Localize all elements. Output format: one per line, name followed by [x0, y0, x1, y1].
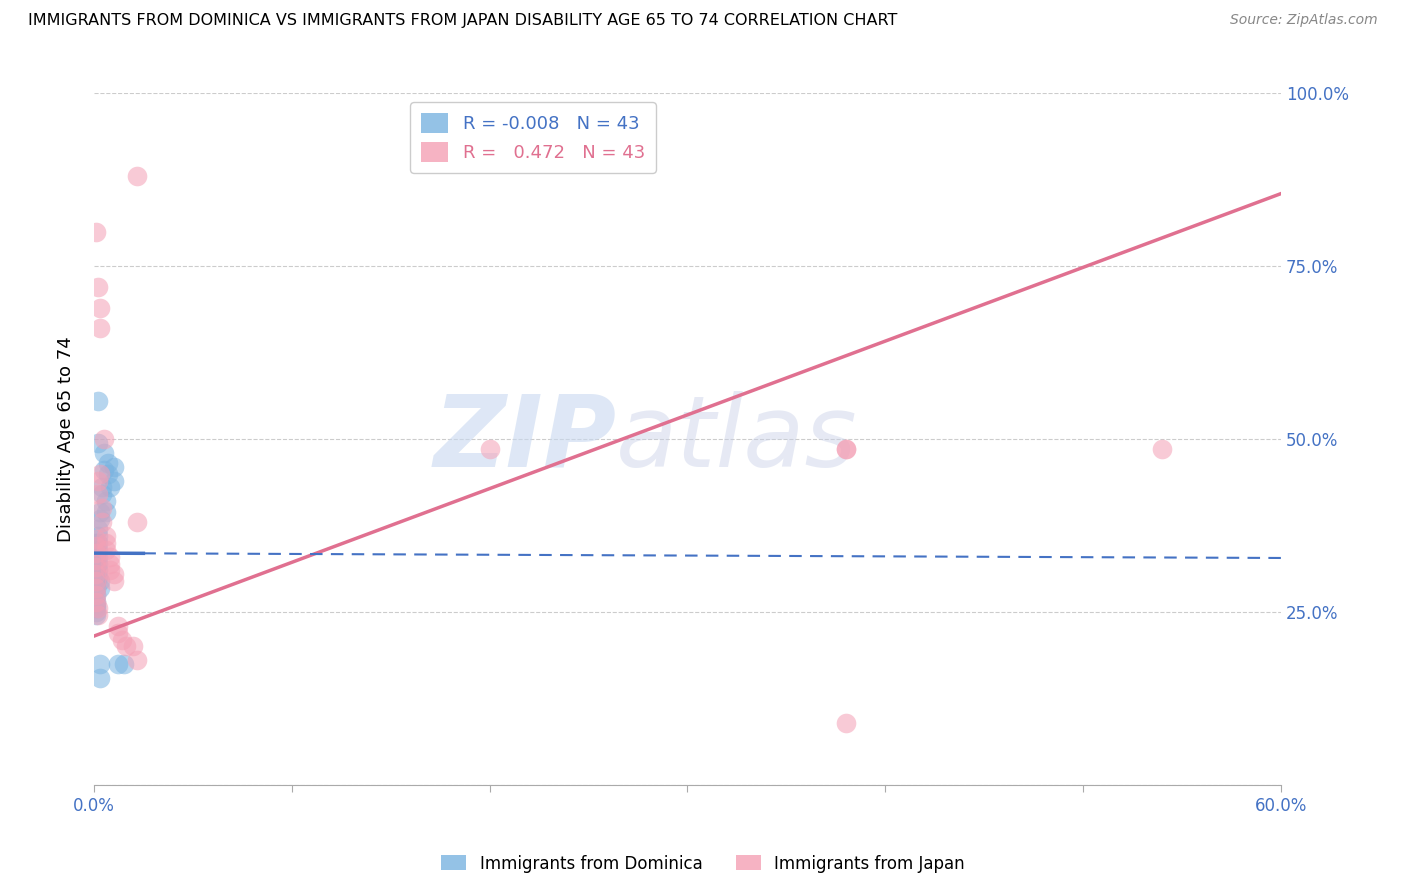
Point [93, 446, 115, 460]
Text: Source: ZipAtlas.com: Source: ZipAtlas.com [1230, 13, 1378, 28]
Point [84, 605, 107, 619]
Point [122, 640, 145, 654]
Point [107, 618, 129, 632]
Point [84, 539, 107, 553]
Point [87, 608, 110, 623]
Point [84, 533, 107, 547]
Point [84, 608, 107, 623]
Point [84, 574, 107, 588]
Point [87, 474, 110, 488]
Point [98, 480, 121, 494]
Point [84, 553, 107, 567]
Point [98, 557, 121, 571]
Point [97, 467, 120, 481]
Point [90, 501, 112, 516]
Point [84, 560, 107, 574]
Point [84, 581, 107, 595]
Point [84, 588, 107, 602]
Point [87, 394, 110, 409]
Point [84, 566, 107, 581]
Point [84, 566, 107, 581]
Point [111, 632, 134, 647]
Point [478, 442, 501, 457]
Point [84, 535, 107, 549]
Point [87, 542, 110, 557]
Point [89, 657, 111, 671]
Point [1152, 442, 1174, 457]
Point [89, 511, 111, 525]
Point [89, 301, 111, 315]
Point [103, 474, 125, 488]
Point [84, 542, 107, 557]
Point [84, 225, 107, 239]
Point [84, 546, 107, 560]
Point [835, 715, 858, 730]
Point [93, 432, 115, 446]
Point [84, 549, 107, 564]
Point [84, 594, 107, 608]
Point [87, 522, 110, 536]
Point [84, 601, 107, 615]
Point [87, 280, 110, 294]
Point [87, 535, 110, 549]
Point [84, 588, 107, 602]
Point [103, 574, 125, 588]
Point [94, 529, 117, 543]
Point [87, 487, 110, 501]
Text: atlas: atlas [616, 391, 858, 488]
Point [103, 459, 125, 474]
Point [127, 515, 149, 529]
Point [87, 549, 110, 564]
Point [127, 653, 149, 667]
Point [98, 563, 121, 577]
Point [94, 535, 117, 549]
Point [87, 601, 110, 615]
Point [89, 505, 111, 519]
Point [97, 456, 120, 470]
Y-axis label: Disability Age 65 to 74: Disability Age 65 to 74 [58, 336, 75, 542]
Text: IMMIGRANTS FROM DOMINICA VS IMMIGRANTS FROM JAPAN DISABILITY AGE 65 TO 74 CORREL: IMMIGRANTS FROM DOMINICA VS IMMIGRANTS F… [28, 13, 897, 29]
Point [89, 321, 111, 335]
Point [89, 671, 111, 685]
Point [84, 594, 107, 608]
Point [84, 557, 107, 571]
Point [107, 657, 129, 671]
Point [87, 563, 110, 577]
Point [835, 442, 858, 457]
Point [84, 560, 107, 574]
Text: ZIP: ZIP [433, 391, 616, 488]
Point [127, 169, 149, 184]
Legend: Immigrants from Dominica, Immigrants from Japan: Immigrants from Dominica, Immigrants fro… [434, 848, 972, 880]
Legend: R = -0.008   N = 43, R =   0.472   N = 43: R = -0.008 N = 43, R = 0.472 N = 43 [411, 103, 655, 173]
Point [89, 581, 111, 595]
Point [87, 570, 110, 584]
Point [107, 625, 129, 640]
Point [94, 542, 117, 557]
Point [90, 480, 112, 494]
Point [87, 529, 110, 543]
Point [87, 435, 110, 450]
Point [84, 574, 107, 588]
Point [89, 574, 111, 588]
Point [98, 549, 121, 564]
Point [84, 581, 107, 595]
Point [84, 598, 107, 612]
Point [87, 557, 110, 571]
Point [94, 505, 117, 519]
Point [94, 494, 117, 508]
Point [93, 463, 115, 477]
Point [114, 640, 136, 654]
Point [89, 467, 111, 481]
Point [112, 657, 135, 671]
Point [835, 442, 858, 457]
Point [90, 515, 112, 529]
Point [103, 566, 125, 581]
Point [90, 487, 112, 501]
